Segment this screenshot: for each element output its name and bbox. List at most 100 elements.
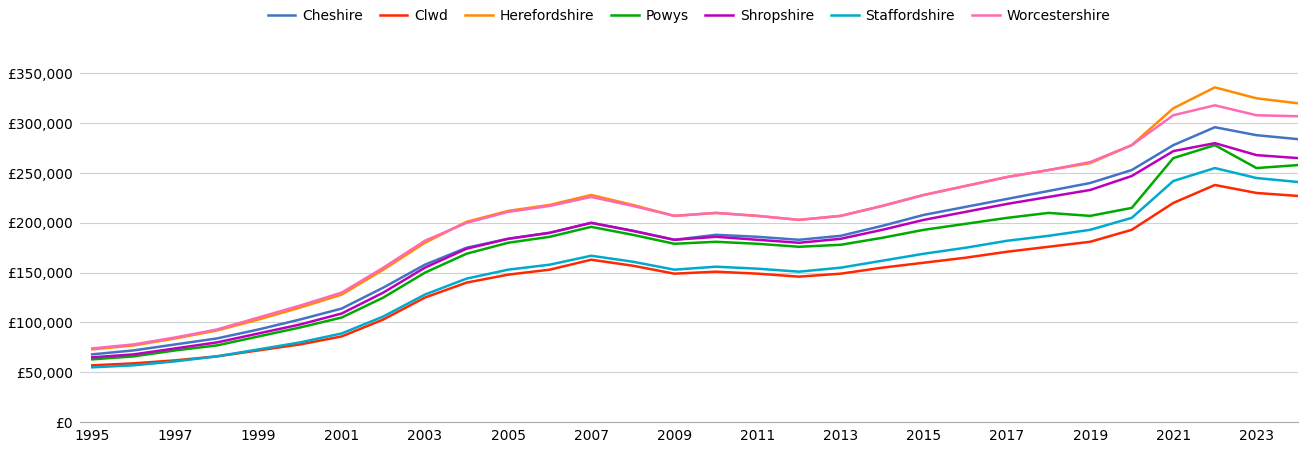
Cheshire <box>749 234 765 239</box>
Cheshire <box>874 223 890 229</box>
Powys <box>667 241 683 247</box>
Cheshire <box>85 351 100 357</box>
Staffordshire <box>1291 179 1305 184</box>
Shropshire <box>916 217 932 223</box>
Cheshire <box>334 306 350 311</box>
Cheshire <box>709 232 724 238</box>
Staffordshire <box>958 245 974 251</box>
Powys <box>958 221 974 226</box>
Worcestershire <box>791 217 806 223</box>
Cheshire <box>791 237 806 243</box>
Worcestershire <box>625 203 641 209</box>
Worcestershire <box>709 210 724 216</box>
Worcestershire <box>667 213 683 219</box>
Cheshire <box>1291 136 1305 142</box>
Line: Clwd: Clwd <box>93 185 1298 365</box>
Worcestershire <box>916 192 932 198</box>
Herefordshire <box>1082 160 1098 166</box>
Herefordshire <box>874 203 890 209</box>
Cheshire <box>1207 125 1223 130</box>
Shropshire <box>458 246 474 252</box>
Herefordshire <box>458 219 474 225</box>
Clwd <box>292 342 308 347</box>
Staffordshire <box>667 267 683 272</box>
Clwd <box>916 260 932 265</box>
Worcestershire <box>127 342 142 347</box>
Shropshire <box>791 240 806 246</box>
Staffordshire <box>418 292 433 297</box>
Shropshire <box>209 340 224 345</box>
Cheshire <box>418 262 433 267</box>
Staffordshire <box>127 363 142 368</box>
Cheshire <box>1000 196 1015 202</box>
Staffordshire <box>583 253 599 258</box>
Herefordshire <box>500 208 515 214</box>
Powys <box>916 227 932 233</box>
Staffordshire <box>167 359 183 364</box>
Herefordshire <box>1207 85 1223 90</box>
Cheshire <box>292 317 308 322</box>
Herefordshire <box>1291 101 1305 106</box>
Clwd <box>1207 182 1223 188</box>
Herefordshire <box>1165 106 1181 111</box>
Worcestershire <box>376 265 392 270</box>
Powys <box>500 240 515 246</box>
Staffordshire <box>1249 176 1265 181</box>
Clwd <box>1082 239 1098 244</box>
Shropshire <box>1165 148 1181 154</box>
Herefordshire <box>376 267 392 272</box>
Powys <box>334 315 350 320</box>
Worcestershire <box>85 346 100 351</box>
Powys <box>251 334 266 339</box>
Worcestershire <box>833 213 848 219</box>
Worcestershire <box>292 303 308 308</box>
Herefordshire <box>418 240 433 246</box>
Powys <box>709 239 724 244</box>
Herefordshire <box>85 346 100 352</box>
Shropshire <box>542 230 557 235</box>
Powys <box>542 234 557 239</box>
Shropshire <box>127 351 142 357</box>
Shropshire <box>500 236 515 242</box>
Powys <box>1041 210 1057 216</box>
Clwd <box>958 255 974 261</box>
Staffordshire <box>1124 215 1139 220</box>
Worcestershire <box>1207 103 1223 108</box>
Shropshire <box>292 322 308 327</box>
Cheshire <box>916 212 932 218</box>
Clwd <box>127 360 142 366</box>
Clwd <box>376 317 392 322</box>
Clwd <box>334 334 350 339</box>
Herefordshire <box>958 183 974 189</box>
Clwd <box>874 265 890 270</box>
Herefordshire <box>1000 174 1015 180</box>
Clwd <box>418 295 433 300</box>
Staffordshire <box>251 346 266 352</box>
Shropshire <box>667 237 683 243</box>
Cheshire <box>500 236 515 242</box>
Cheshire <box>1249 132 1265 138</box>
Powys <box>209 343 224 348</box>
Staffordshire <box>209 354 224 359</box>
Line: Cheshire: Cheshire <box>93 127 1298 354</box>
Worcestershire <box>167 335 183 340</box>
Shropshire <box>1041 194 1057 200</box>
Powys <box>749 241 765 247</box>
Shropshire <box>1000 201 1015 207</box>
Powys <box>1082 213 1098 219</box>
Clwd <box>209 354 224 359</box>
Cheshire <box>376 285 392 290</box>
Herefordshire <box>833 213 848 219</box>
Cheshire <box>833 233 848 238</box>
Staffordshire <box>542 262 557 267</box>
Herefordshire <box>749 213 765 219</box>
Herefordshire <box>127 343 142 348</box>
Line: Powys: Powys <box>93 145 1298 360</box>
Cheshire <box>958 204 974 210</box>
Clwd <box>583 257 599 262</box>
Clwd <box>1249 190 1265 196</box>
Cheshire <box>583 220 599 225</box>
Clwd <box>167 358 183 363</box>
Cheshire <box>209 336 224 341</box>
Shropshire <box>1207 140 1223 146</box>
